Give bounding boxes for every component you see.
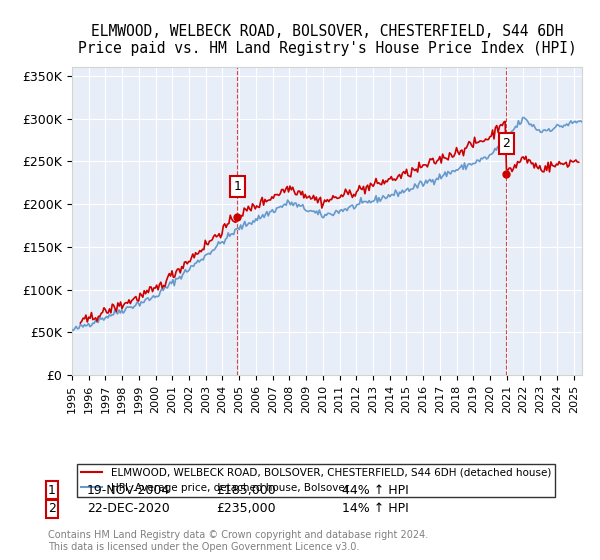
Text: 1: 1 [233, 180, 241, 193]
Legend: ELMWOOD, WELBECK ROAD, BOLSOVER, CHESTERFIELD, S44 6DH (detached house), HPI: Av: ELMWOOD, WELBECK ROAD, BOLSOVER, CHESTER… [77, 464, 555, 497]
Text: 2: 2 [502, 137, 510, 150]
Text: 14% ↑ HPI: 14% ↑ HPI [342, 502, 409, 515]
Text: Contains HM Land Registry data © Crown copyright and database right 2024.
This d: Contains HM Land Registry data © Crown c… [48, 530, 428, 552]
Text: £185,000: £185,000 [216, 484, 276, 497]
Title: ELMWOOD, WELBECK ROAD, BOLSOVER, CHESTERFIELD, S44 6DH
Price paid vs. HM Land Re: ELMWOOD, WELBECK ROAD, BOLSOVER, CHESTER… [77, 24, 577, 57]
Text: £235,000: £235,000 [216, 502, 275, 515]
Text: 1: 1 [48, 484, 56, 497]
Text: 2: 2 [48, 502, 56, 515]
Text: 22-DEC-2020: 22-DEC-2020 [87, 502, 170, 515]
Text: 19-NOV-2004: 19-NOV-2004 [87, 484, 170, 497]
Text: 44% ↑ HPI: 44% ↑ HPI [342, 484, 409, 497]
